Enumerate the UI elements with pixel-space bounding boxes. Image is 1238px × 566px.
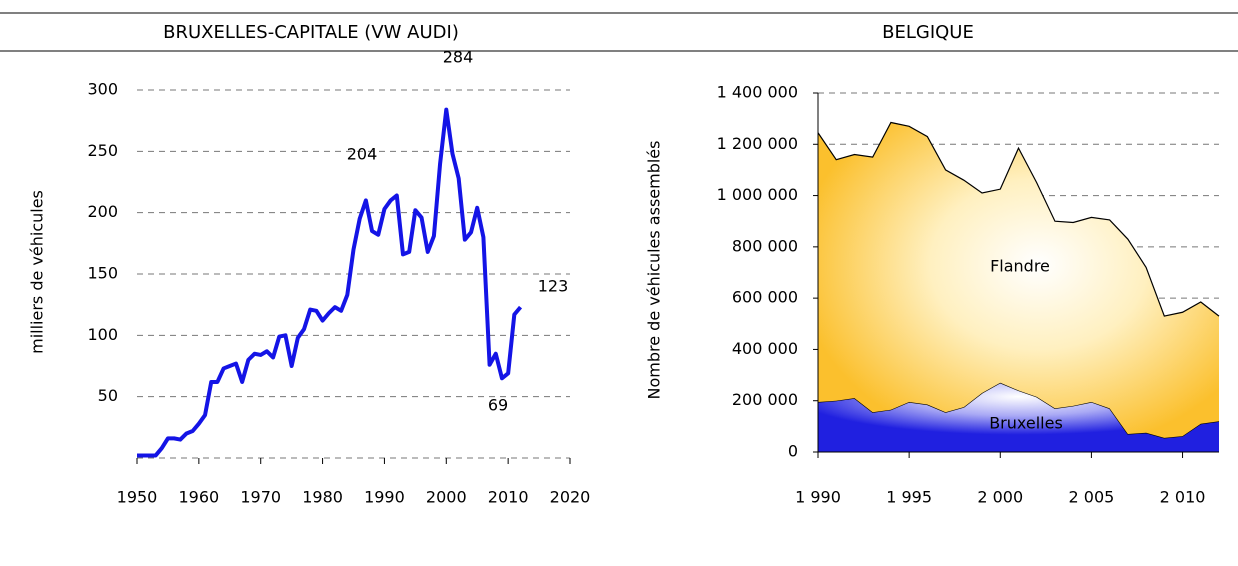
annotation: 69 <box>488 396 508 415</box>
y-tick-label: 600 000 <box>732 288 798 307</box>
area <box>818 382 1219 452</box>
x-tick-label: 1960 <box>178 488 219 507</box>
y-axis-label: milliers de véhicules <box>28 190 47 354</box>
y-tick-label: 1 400 000 <box>717 83 798 102</box>
y-tick-label: 800 000 <box>732 236 798 255</box>
x-tick-label: 2 010 <box>1160 488 1206 507</box>
x-tick-label: 2010 <box>488 488 529 507</box>
y-tick-label: 1 000 000 <box>717 185 798 204</box>
x-tick-label: 2 005 <box>1069 488 1115 507</box>
annotation: 284 <box>443 48 474 67</box>
y-tick-label: 300 <box>87 80 118 99</box>
x-tick-label: 2 000 <box>977 488 1023 507</box>
chart-title: BRUXELLES-CAPITALE (VW AUDI) <box>163 22 459 43</box>
x-tick-label: 1 995 <box>886 488 932 507</box>
x-tick-label: 1 990 <box>795 488 841 507</box>
area-edge <box>817 121 1220 317</box>
annotation: 204 <box>347 145 378 164</box>
y-tick-label: 150 <box>87 264 118 283</box>
series-label: Bruxelles <box>989 414 1063 433</box>
y-tick-label: 200 000 <box>732 390 798 409</box>
x-tick-label: 2000 <box>426 488 467 507</box>
y-tick-label: 400 000 <box>732 339 798 358</box>
x-tick-label: 1980 <box>302 488 343 507</box>
y-axis-label: Nombre de véhicules assemblés <box>645 141 664 400</box>
y-tick-label: 50 <box>98 386 118 405</box>
series-label: Flandre <box>990 257 1050 276</box>
data-line <box>137 107 523 458</box>
y-tick-label: 0 <box>788 442 798 461</box>
x-tick-label: 1990 <box>364 488 405 507</box>
x-tick-label: 2020 <box>550 488 591 507</box>
y-tick-label: 100 <box>87 325 118 344</box>
chart-title: BELGIQUE <box>882 22 974 43</box>
x-tick-label: 1950 <box>117 488 158 507</box>
annotation: 123 <box>538 277 569 296</box>
y-tick-label: 250 <box>87 141 118 160</box>
x-tick-label: 1970 <box>240 488 281 507</box>
y-tick-label: 1 200 000 <box>717 134 798 153</box>
y-tick-label: 200 <box>87 202 118 221</box>
area <box>818 122 1219 438</box>
